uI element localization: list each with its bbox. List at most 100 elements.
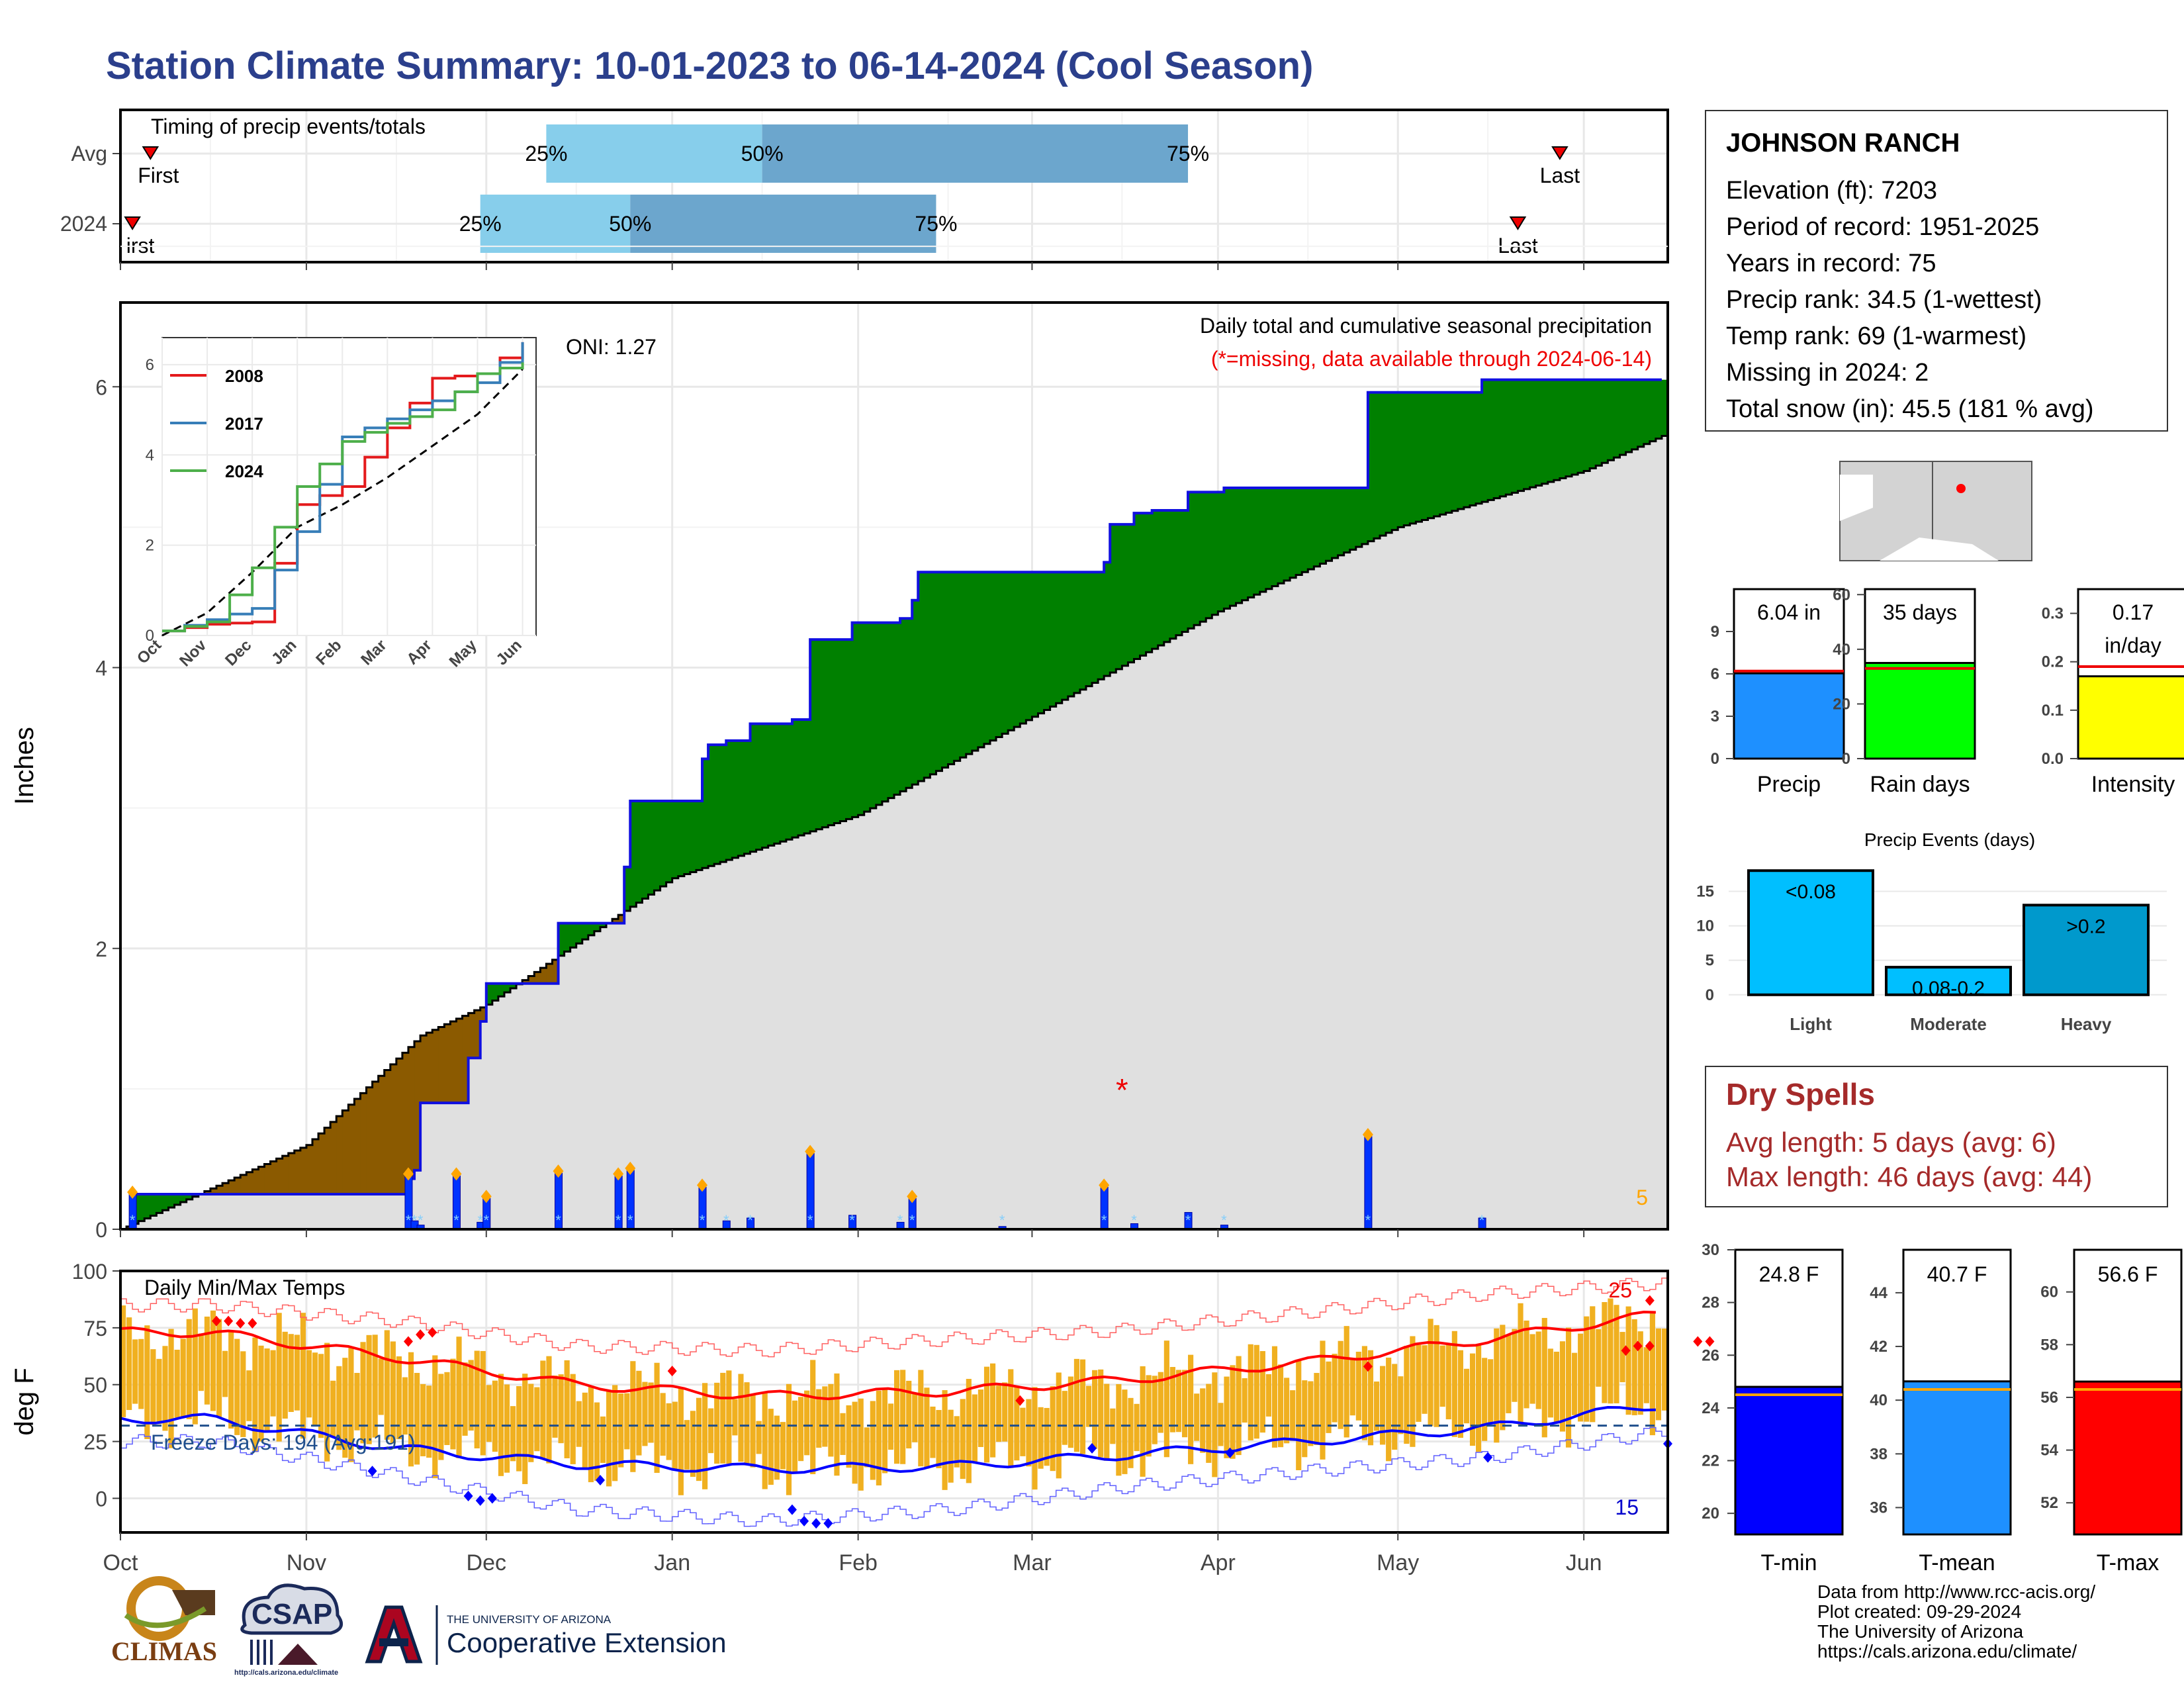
- precip-ytick-label: 2: [95, 937, 107, 961]
- dry-spells-box: Dry Spells Avg length: 5 days (avg: 6) M…: [1705, 1066, 2168, 1207]
- precip-surplus: [1584, 379, 1590, 471]
- temp-daily-bar: [1338, 1340, 1343, 1429]
- precip-surplus: [1169, 510, 1177, 639]
- precip-deficit: [210, 1188, 217, 1194]
- temp-daily-bar: [1008, 1369, 1014, 1468]
- precip-deficit: [228, 1180, 235, 1194]
- temp-daily-bar: [840, 1413, 846, 1455]
- precip-ylabel: Inches: [10, 727, 39, 805]
- temp-daily-bar: [330, 1380, 336, 1438]
- temp-daily-bar: [1038, 1407, 1044, 1469]
- temp-daily-bar: [1596, 1329, 1602, 1387]
- temp-daily-bar: [294, 1335, 300, 1411]
- precip-snow-star: *: [909, 1212, 915, 1229]
- temp-daily-bar: [228, 1332, 234, 1429]
- precip-deficit: [546, 964, 553, 984]
- precip-deficit: [612, 919, 619, 923]
- precip-surplus: [1596, 379, 1602, 466]
- temp-daily-bar: [192, 1308, 198, 1425]
- temp-daily-bar: [390, 1341, 396, 1444]
- precip-surplus: [954, 572, 961, 761]
- precip-surplus: [864, 622, 871, 812]
- temp-daily-bar: [1085, 1385, 1092, 1427]
- precip-surplus: [660, 801, 667, 887]
- temp-daily-bar: [270, 1350, 276, 1417]
- precip-surplus: [1451, 392, 1459, 511]
- totals-ytick-label: 0.1: [2042, 702, 2064, 720]
- precip-surplus: [1367, 392, 1375, 541]
- events-bar-label: >0.2: [2066, 915, 2105, 937]
- precip-surplus: [804, 720, 811, 833]
- precip-snow-star: *: [723, 1212, 729, 1229]
- precip-surplus: [750, 724, 757, 852]
- events-bar-label: 0.08-0.2: [1912, 978, 1985, 1000]
- temp-daily-bar: [1614, 1305, 1619, 1403]
- precip-deficit: [246, 1172, 253, 1194]
- temp-daily-bar: [582, 1392, 588, 1470]
- temp-ytick-label: 0: [95, 1487, 107, 1511]
- temp-daily-bar: [1068, 1376, 1073, 1448]
- station-info-box: JOHNSON RANCH Elevation (ft): 7203 Perio…: [1705, 110, 2168, 432]
- precip-surplus: [1469, 392, 1477, 506]
- precip-surplus: [1565, 379, 1572, 477]
- temp-daily-bar: [654, 1362, 660, 1474]
- precip-surplus: [887, 622, 895, 798]
- temp-daily-bar: [1416, 1344, 1422, 1422]
- csap-logo: CSAP http://cals.arizona.edu/climate: [234, 1583, 343, 1677]
- temp-daily-bar: [1026, 1399, 1032, 1467]
- temp-record-low-marker: [1483, 1452, 1493, 1463]
- temp-daily-bar: [648, 1382, 654, 1443]
- precip-surplus: [972, 572, 979, 751]
- precip-surplus: [1572, 379, 1578, 475]
- temp-daily-bar: [714, 1382, 720, 1464]
- temp-daily-bar: [1343, 1326, 1349, 1438]
- temp-daily-bar: [372, 1335, 378, 1438]
- timing-pct-50: 50%: [741, 142, 784, 165]
- precip-surplus: [1355, 488, 1363, 547]
- temp-daily-bar: [486, 1385, 492, 1442]
- tmean-ytick-label: 36: [1870, 1499, 1888, 1517]
- temp-daily-bar: [1194, 1393, 1200, 1441]
- temp-daily-bar: [900, 1370, 906, 1464]
- month-label: Mar: [1013, 1550, 1052, 1575]
- precip-surplus: [1314, 488, 1321, 567]
- temp-daily-bar: [786, 1383, 792, 1495]
- temp-daily-bar: [1163, 1340, 1169, 1458]
- inset-average-line: [161, 368, 523, 637]
- precip-surplus: [906, 618, 913, 788]
- temp-daily-bar: [684, 1420, 690, 1470]
- temp-daily-bar: [738, 1374, 744, 1462]
- precip-surplus: [900, 618, 907, 792]
- totals-unit-label: in/day: [2105, 633, 2161, 657]
- precip-deficit: [462, 1015, 469, 1103]
- tmean-bar: [1902, 1380, 2012, 1536]
- temp-daily-bar: [1188, 1354, 1194, 1464]
- precip-surplus: [1590, 379, 1596, 469]
- temp-daily-bar: [1206, 1383, 1212, 1463]
- precip-surplus: [1050, 572, 1057, 707]
- precip-deficit: [480, 1007, 487, 1022]
- temp-daily-bar: [210, 1310, 216, 1411]
- precip-surplus: [186, 1194, 193, 1199]
- precip-surplus: [948, 572, 955, 765]
- climas-text: CLIMAS: [111, 1636, 217, 1666]
- precip-snow-diamond: [805, 1145, 816, 1158]
- temp-record-low-marker: [463, 1491, 473, 1502]
- precip-surplus: [1457, 392, 1465, 510]
- precip-surplus: [1020, 572, 1026, 724]
- precip-surplus: [1026, 572, 1033, 720]
- temp-record-high-marker: [1693, 1336, 1703, 1347]
- temp-daily-bar: [1062, 1391, 1068, 1445]
- temp-min-average-line: [120, 1405, 1656, 1474]
- temp-daily-bar: [1073, 1358, 1080, 1452]
- temp-daily-bar: [222, 1350, 228, 1397]
- temp-daily-bar: [240, 1351, 246, 1437]
- totals-ytick-label: 0: [1711, 750, 1719, 768]
- precip-surplus: [1655, 379, 1662, 439]
- precip-surplus: [822, 639, 829, 827]
- precip-deficit: [378, 1076, 385, 1194]
- precip-surplus: [1271, 488, 1279, 586]
- precip-surplus: [1494, 379, 1500, 498]
- precip-surplus: [1224, 488, 1231, 609]
- station-precip-rank: Precip rank: 34.5 (1-wettest): [1726, 286, 2042, 314]
